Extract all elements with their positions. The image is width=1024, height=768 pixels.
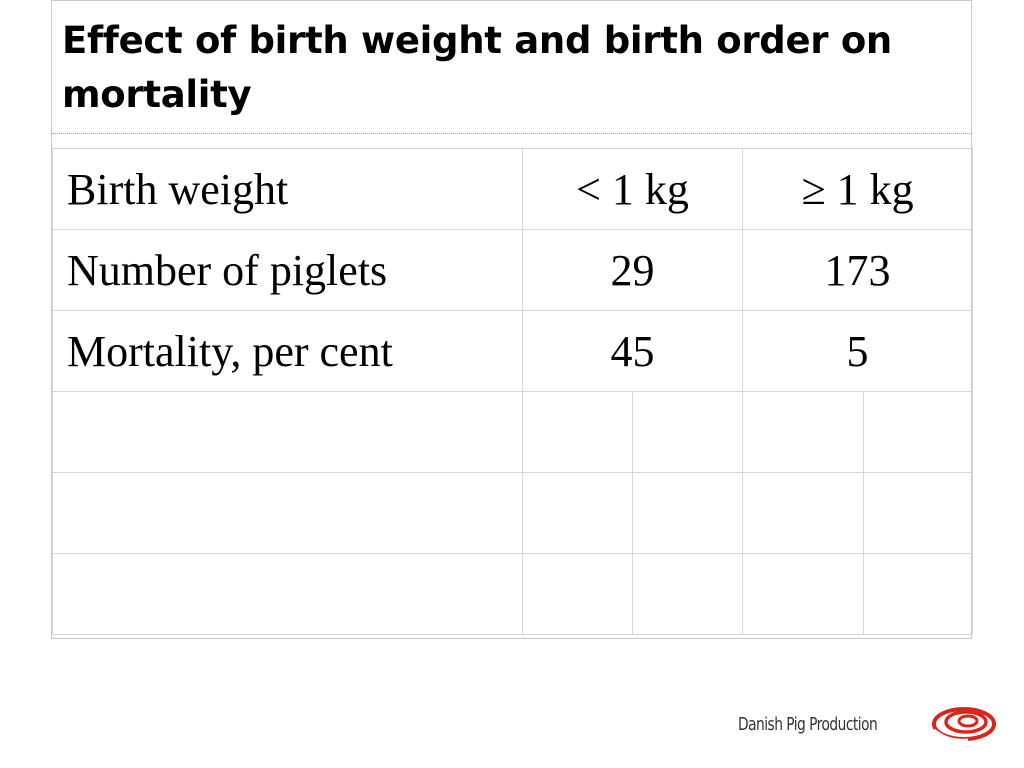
table-row: Number of piglets 29 173 (52, 229, 974, 311)
empty-cell (52, 472, 523, 554)
danish-pig-production-swirl-icon (932, 707, 996, 742)
empty-cell (742, 472, 865, 554)
empty-cell (52, 391, 523, 473)
row-value-col2: 5 (742, 310, 974, 392)
empty-cell (863, 472, 974, 554)
row-value-col2: 173 (742, 229, 974, 311)
empty-cell (522, 472, 633, 554)
empty-cell (522, 391, 633, 473)
empty-table-row (52, 553, 974, 635)
row-value-col1: 45 (521, 310, 744, 392)
empty-cell (52, 553, 523, 635)
empty-cell (522, 553, 633, 635)
empty-cell (863, 553, 974, 635)
row-label: Mortality, per cent (52, 310, 523, 392)
title-divider (52, 133, 972, 134)
empty-cell (631, 472, 744, 554)
empty-cell (863, 391, 974, 473)
table-header-label: Birth weight (52, 148, 523, 230)
empty-cell (742, 391, 865, 473)
table-header-row: Birth weight < 1 kg ≥ 1 kg (52, 148, 974, 230)
table-header-col1: < 1 kg (521, 148, 744, 230)
brand-name: Danish Pig Production (738, 713, 878, 735)
footer-brand: Danish Pig Production (738, 704, 996, 744)
row-label: Number of piglets (52, 229, 523, 311)
table-row: Mortality, per cent 45 5 (52, 310, 974, 392)
empty-cell (742, 553, 865, 635)
slide-title: Effect of birth weight and birth order o… (62, 19, 892, 116)
table-header-col2: ≥ 1 kg (742, 148, 974, 230)
empty-table-row (52, 472, 974, 554)
empty-cell (631, 553, 744, 635)
empty-table-row (52, 391, 974, 473)
empty-cell (631, 391, 744, 473)
row-value-col1: 29 (521, 229, 744, 311)
mortality-table: Birth weight < 1 kg ≥ 1 kg Number of pig… (52, 148, 974, 635)
